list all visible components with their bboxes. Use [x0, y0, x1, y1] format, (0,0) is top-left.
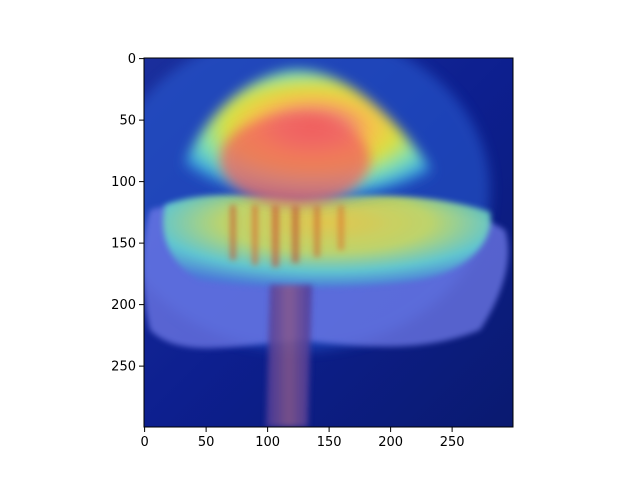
- x-tick-label: 250: [440, 435, 465, 450]
- y-axis: 0 50 100 150 200 250: [111, 52, 144, 375]
- x-tick-label: 0: [140, 435, 148, 450]
- y-tick-label: 100: [111, 175, 136, 190]
- plot-frame: [143, 57, 514, 428]
- mushroom-stem: [266, 285, 312, 427]
- y-tick-label: 250: [111, 360, 136, 375]
- hotspot-core: [220, 115, 370, 205]
- heatmap-image: [144, 58, 513, 427]
- y-tick-label: 150: [111, 237, 136, 252]
- x-axis: 0 50 100 150 200 250: [140, 427, 465, 450]
- x-tick-label: 200: [378, 435, 403, 450]
- mushroom-gills: [163, 194, 491, 288]
- x-tick-label: 100: [255, 435, 280, 450]
- gill-stripes: [230, 205, 344, 267]
- x-tick-label: 150: [317, 435, 342, 450]
- x-tick-label: 50: [198, 435, 215, 450]
- y-tick-label: 200: [111, 298, 136, 313]
- y-tick-label: 50: [119, 114, 136, 129]
- y-tick-label: 0: [128, 52, 136, 67]
